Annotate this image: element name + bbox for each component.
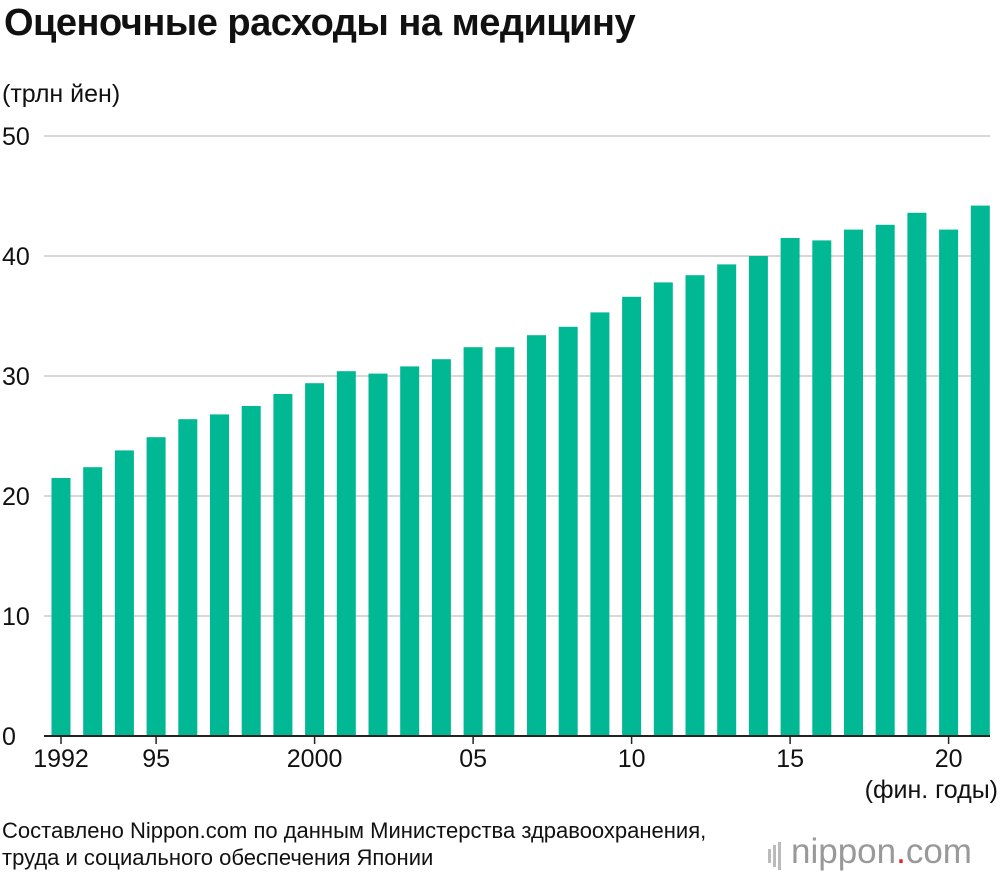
bar-2007 bbox=[527, 335, 546, 736]
bar-2020 bbox=[939, 229, 959, 736]
y-tick-label: 10 bbox=[2, 603, 30, 631]
bar-1993 bbox=[83, 467, 103, 736]
bar-2001 bbox=[336, 371, 356, 736]
bar-2005 bbox=[463, 347, 483, 736]
bar-2006 bbox=[495, 347, 515, 736]
bar-1996 bbox=[178, 419, 198, 736]
x-tick-label: 15 bbox=[776, 745, 804, 773]
bar-1998 bbox=[241, 406, 261, 736]
y-tick-label: 40 bbox=[2, 243, 30, 271]
x-tick-label: 2000 bbox=[287, 745, 343, 773]
x-axis-unit-label: (фин. годы) bbox=[864, 776, 998, 804]
bar-2002 bbox=[368, 373, 388, 736]
nippon-logo: nippon.com bbox=[768, 832, 972, 874]
x-tick-label: 10 bbox=[618, 745, 646, 773]
source-note: Составлено Nippon.com по данным Министер… bbox=[2, 818, 707, 870]
bar-1999 bbox=[273, 394, 293, 736]
bar-2000 bbox=[305, 383, 325, 736]
logo-icon bbox=[768, 834, 783, 874]
bar-2019 bbox=[907, 212, 927, 737]
x-tick-label: 95 bbox=[142, 745, 170, 773]
bar-2011 bbox=[653, 282, 673, 736]
bar-2014 bbox=[748, 256, 768, 736]
bar-2010 bbox=[622, 296, 642, 736]
bar-2008 bbox=[558, 326, 578, 736]
bar-2016 bbox=[812, 240, 832, 736]
bar-2017 bbox=[844, 229, 863, 736]
x-tick-label: 1992 bbox=[33, 745, 89, 773]
chart-title: Оценочные расходы на медицину bbox=[4, 2, 636, 44]
bar-1997 bbox=[210, 414, 229, 736]
y-tick-label: 20 bbox=[2, 483, 30, 511]
y-tick-label: 50 bbox=[2, 123, 30, 151]
bar-2021 bbox=[970, 205, 990, 737]
bar-2015 bbox=[780, 238, 800, 736]
x-tick-label: 05 bbox=[459, 745, 487, 773]
bar-2009 bbox=[590, 312, 610, 736]
bar-2013 bbox=[717, 264, 737, 736]
bar-1994 bbox=[114, 450, 134, 736]
bar-2012 bbox=[685, 275, 705, 736]
y-tick-label: 0 bbox=[2, 723, 16, 751]
x-tick-label: 20 bbox=[935, 745, 963, 773]
y-axis-unit-label: (трлн йен) bbox=[2, 80, 121, 108]
bar-2004 bbox=[431, 359, 451, 736]
bar-1995 bbox=[146, 437, 166, 736]
bar-chart: 0 10 20 30 40 50 1992 95 2000 05 10 15 20 bbox=[2, 123, 990, 773]
bar-1992 bbox=[51, 478, 71, 736]
bar-2018 bbox=[875, 224, 895, 737]
y-tick-label: 30 bbox=[2, 363, 30, 391]
bar-2003 bbox=[400, 366, 420, 736]
